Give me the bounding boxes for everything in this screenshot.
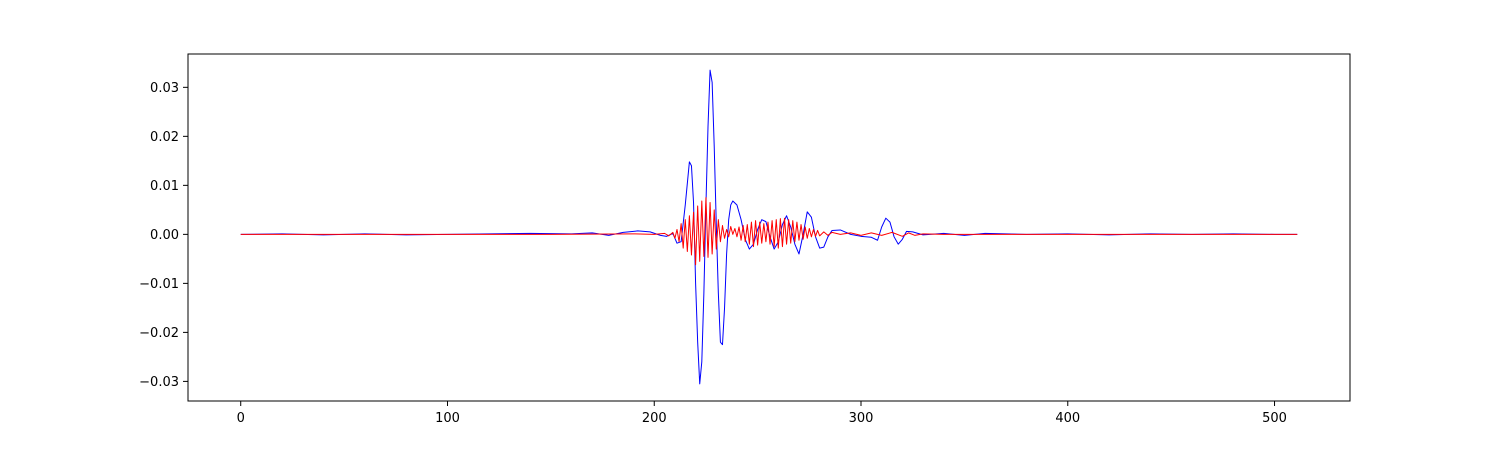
plot-frame (187, 53, 1351, 402)
y-axis: −0.03 −0.02 −0.01 0.00 0.01 0.02 0.03 (139, 81, 188, 390)
plot-area (187, 53, 1351, 402)
y-tick-label: 0.03 (150, 81, 179, 96)
series-line-2 (240, 197, 1298, 266)
x-tick-label: 0 (237, 411, 245, 426)
y-tick-label: 0.02 (150, 130, 179, 145)
x-axis: 0 100 200 300 400 500 (237, 401, 1287, 426)
y-tick-label: 0.00 (150, 228, 179, 243)
series-line-1 (240, 69, 1298, 385)
y-tick-label: −0.02 (139, 326, 179, 341)
x-tick-label: 200 (642, 411, 667, 426)
series-layer (240, 69, 1298, 385)
y-tick-label: −0.01 (139, 277, 179, 292)
x-tick-label: 500 (1262, 411, 1287, 426)
x-tick-label: 300 (849, 411, 874, 426)
y-tick-label: −0.03 (139, 375, 179, 390)
x-tick-label: 100 (435, 411, 460, 426)
x-tick-label: 400 (1055, 411, 1080, 426)
y-tick-label: 0.01 (150, 179, 179, 194)
